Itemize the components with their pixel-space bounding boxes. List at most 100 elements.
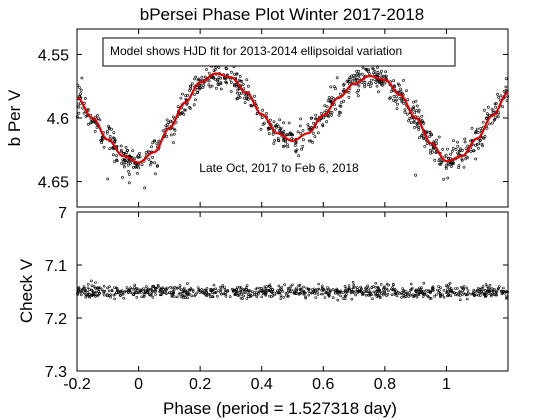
top-data-point [402, 102, 406, 105]
top-y-tick-label: 4.65 [38, 175, 69, 192]
top-data-point [112, 147, 116, 151]
bottom-data-point [464, 293, 468, 297]
bottom-data-points [76, 279, 510, 302]
top-data-point [148, 163, 152, 167]
bottom-data-point [148, 293, 151, 296]
top-data-point [371, 67, 375, 71]
top-data-point [301, 129, 305, 132]
top-data-point [481, 136, 485, 140]
bottom-data-point [429, 297, 433, 300]
top-data-point [91, 119, 94, 123]
bottom-data-point [385, 294, 388, 298]
bottom-data-point [447, 293, 451, 297]
top-data-point [384, 70, 388, 74]
top-data-point [433, 158, 437, 162]
top-data-point [131, 165, 135, 169]
top-data-point [496, 115, 500, 119]
bottom-data-point [194, 293, 197, 297]
top-data-point [360, 72, 364, 76]
bottom-data-point [280, 285, 284, 289]
top-data-point [243, 96, 247, 100]
bottom-data-point [367, 287, 371, 291]
bottom-data-point [362, 290, 366, 293]
top-data-point [282, 137, 286, 141]
top-data-point [321, 124, 325, 128]
top-data-point [154, 172, 157, 176]
bottom-data-point [80, 290, 83, 294]
top-data-point [284, 140, 288, 144]
bottom-data-point [427, 295, 430, 299]
top-data-point [323, 110, 327, 114]
bottom-data-point [347, 288, 350, 291]
top-data-point [398, 96, 402, 100]
top-data-point [213, 77, 217, 81]
bottom-data-point [118, 294, 122, 297]
top-data-point [435, 142, 439, 145]
top-data-point [115, 154, 118, 158]
top-data-point [416, 121, 420, 125]
top-data-point [425, 142, 429, 146]
top-data-point [322, 116, 326, 120]
top-data-point [122, 162, 126, 166]
bottom-data-point [154, 293, 157, 296]
top-data-point [361, 66, 365, 70]
top-data-point [242, 87, 246, 91]
bottom-data-point [197, 289, 201, 293]
top-data-point [332, 85, 336, 89]
top-data-point [412, 107, 416, 111]
bottom-data-point [145, 285, 148, 288]
top-data-point [403, 108, 407, 112]
top-data-point [232, 84, 236, 88]
bottom-data-point [128, 290, 132, 294]
top-data-point [347, 91, 351, 94]
bottom-data-point [127, 290, 130, 294]
bottom-x-ticks: -0.2 0 0.2 0.4 0.6 0.8 1 [63, 212, 451, 393]
top-data-point [333, 103, 336, 107]
top-data-point [463, 140, 467, 144]
top-data-point [355, 70, 359, 73]
bottom-data-point [351, 280, 355, 284]
bottom-data-point [298, 283, 302, 287]
bottom-data-point [449, 287, 453, 290]
bottom-data-point [94, 293, 97, 297]
top-data-point [225, 67, 228, 71]
bottom-data-point [325, 288, 329, 292]
bottom-data-point [94, 281, 97, 284]
top-data-point [330, 111, 334, 114]
top-data-point [295, 148, 299, 152]
bottom-data-point [475, 288, 479, 292]
top-data-point [399, 89, 403, 93]
top-data-point [217, 66, 221, 69]
top-data-point [298, 124, 302, 128]
top-data-point [444, 166, 448, 170]
top-data-point [462, 165, 466, 169]
bottom-data-point [376, 288, 379, 292]
top-data-point [216, 79, 220, 83]
top-data-point [435, 138, 438, 142]
top-data-point [135, 155, 139, 159]
bottom-y-ticks: 7 7.1 7.2 7.3 [45, 205, 508, 381]
top-data-point [314, 113, 318, 117]
top-data-point [271, 132, 275, 136]
bottom-data-point [359, 290, 363, 294]
bottom-data-point [80, 289, 83, 293]
bottom-data-point [453, 287, 457, 290]
top-data-point [383, 81, 387, 85]
bottom-data-point [439, 295, 442, 299]
bottom-data-point [458, 298, 462, 302]
bottom-data-point [80, 293, 83, 297]
bottom-data-point [391, 285, 394, 289]
top-data-point [273, 139, 277, 142]
top-data-point [238, 75, 242, 78]
bottom-data-point [352, 291, 356, 295]
top-data-point [422, 137, 426, 141]
bottom-data-point [313, 290, 317, 294]
top-data-point [337, 114, 341, 117]
bottom-data-point [268, 283, 272, 287]
bottom-data-point [421, 292, 424, 295]
bottom-data-point [230, 287, 234, 291]
bottom-data-point [140, 288, 144, 292]
top-data-point [265, 112, 268, 115]
bottom-data-point [386, 292, 390, 296]
